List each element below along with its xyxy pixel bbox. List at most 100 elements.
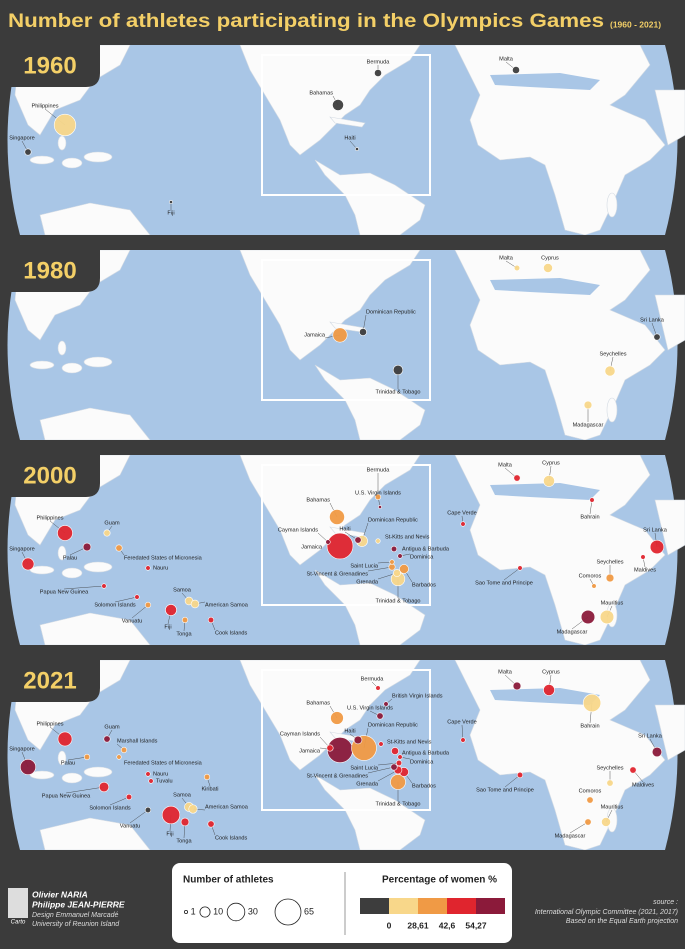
country-label: St-Kitts and Nevis — [385, 534, 430, 540]
athlete-circle — [512, 681, 522, 691]
year: 1960 — [23, 52, 76, 79]
legend-box — [172, 863, 512, 943]
legend-color-swatch — [389, 898, 418, 914]
athlete-circle — [651, 746, 663, 758]
athlete-circle — [125, 793, 133, 801]
athlete-circle — [332, 99, 344, 111]
athlete-circle — [330, 711, 344, 725]
country-label: Dominican Republic — [368, 517, 418, 523]
athlete-circle — [53, 113, 77, 137]
athlete-circle — [389, 559, 395, 565]
athlete-circle — [134, 594, 140, 600]
design-credit: Design Emmanuel Marcadé — [32, 912, 118, 919]
country-label: Grenada — [356, 781, 379, 787]
country-label: Guam — [104, 520, 120, 526]
athlete-circle — [586, 796, 594, 804]
country-label: Papua New Guinea — [40, 589, 89, 595]
year: 2000 — [23, 462, 76, 489]
country-label: Sri Lanka — [640, 317, 665, 323]
athlete-circle — [57, 731, 73, 747]
country-label: Maldives — [634, 567, 656, 573]
year: 2021 — [23, 667, 76, 694]
map-panel: 1960 Bermuda Bahamas Haiti Malta Philippines S… — [0, 45, 685, 235]
leader-line — [377, 762, 400, 766]
athlete-circle — [21, 557, 35, 571]
athlete-circle — [116, 754, 122, 760]
country-label: Seychelles — [596, 559, 623, 565]
legend-size-label: 30 — [248, 906, 258, 916]
country-label: Palau — [61, 760, 75, 766]
leader-line — [367, 566, 393, 572]
legend-size-title: Number of athletes — [183, 875, 274, 886]
country-label: Cayman Islands — [280, 731, 320, 737]
athlete-circle — [82, 542, 92, 552]
country-label: Madagascar — [573, 422, 604, 428]
country-label: Dominican Republic — [366, 309, 416, 315]
country-label: St-Vincent & Grenadines — [307, 571, 369, 577]
athlete-circle — [580, 609, 596, 625]
country-label: Marshall Islands — [117, 738, 158, 744]
country-label: Haiti — [344, 135, 355, 141]
athlete-circle — [83, 753, 91, 761]
country-label: Mauritius — [601, 804, 624, 810]
country-label: Haiti — [339, 526, 350, 532]
athlete-circle — [395, 759, 403, 767]
country-label: American Samoa — [205, 804, 249, 810]
athlete-circle — [390, 774, 406, 790]
legend-color-break: 42,6 — [439, 920, 456, 930]
leader-line — [129, 809, 149, 824]
athlete-circle — [543, 263, 553, 273]
country-label: Vanuatu — [122, 618, 142, 624]
legend-size-circle — [183, 909, 189, 915]
country-label: Fiji — [164, 624, 171, 630]
athlete-circle — [388, 563, 396, 571]
source-line: Based on the Equal Earth projection — [566, 918, 678, 925]
country-label: Trinidad & Tobago — [375, 801, 420, 807]
athlete-circle — [145, 565, 151, 571]
athlete-circle — [145, 771, 151, 777]
country-label: Trinidad & Tobago — [375, 598, 420, 604]
map-panels: 1960 Bermuda Bahamas Haiti Malta Philippines S… — [0, 45, 685, 850]
athlete-circle — [390, 545, 398, 553]
country-label: Philippines — [36, 721, 63, 727]
country-label: Tonga — [176, 838, 192, 844]
athlete-circle — [605, 573, 615, 583]
subtitle: (1960 - 2021) — [610, 19, 661, 29]
athlete-circle — [653, 333, 661, 341]
year-box — [0, 45, 100, 87]
legend-color-swatch — [418, 898, 447, 914]
country-label: Papua New Guinea — [42, 793, 91, 799]
year-box — [0, 660, 100, 702]
athlete-circle — [190, 599, 200, 609]
legend-size-label: 10 — [213, 906, 223, 916]
country-label: Fiji — [167, 210, 174, 216]
athlete-circle — [165, 604, 177, 616]
country-label: Seychelles — [596, 765, 623, 771]
athlete-circle — [378, 505, 382, 509]
athlete-circle — [169, 200, 173, 204]
legend-size-circle — [274, 898, 302, 926]
country-label: Philippines — [31, 103, 58, 109]
athlete-circle — [57, 525, 73, 541]
country-label: Jamaica — [304, 332, 326, 338]
country-label: U.S. Virgin Islands — [347, 705, 393, 711]
leader-line — [109, 796, 130, 806]
country-label: Bermuda — [361, 676, 385, 682]
athlete-circle — [599, 609, 615, 625]
athlete-circle — [393, 569, 401, 577]
country-label: Cyprus — [542, 669, 560, 675]
athlete-circle — [207, 616, 215, 624]
legend-color-swatch — [476, 898, 505, 914]
caribbean-inset — [261, 464, 431, 606]
leader-line — [367, 766, 395, 774]
athlete-circle — [399, 564, 409, 574]
legend-size-circle — [199, 906, 211, 918]
country-label: Haiti — [344, 728, 355, 734]
athlete-circle — [144, 806, 152, 814]
legend-color-swatch — [360, 898, 389, 914]
athlete-circle — [397, 553, 403, 559]
country-label: Fiji — [166, 831, 173, 837]
university: University of Reunion Island — [32, 921, 120, 928]
country-label: Malta — [499, 255, 514, 261]
